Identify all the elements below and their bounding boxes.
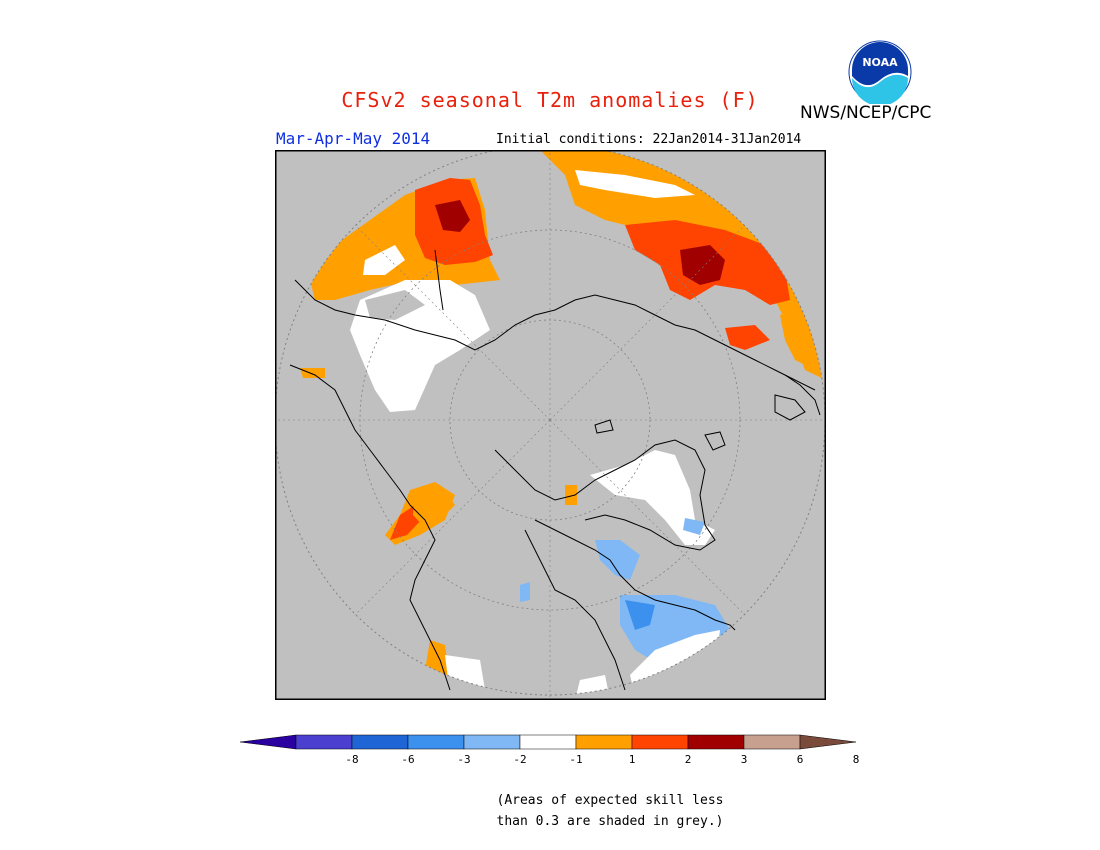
noaa-logo-icon: NOAA	[848, 40, 912, 104]
anomaly-region	[413, 485, 455, 528]
colorbar-arrow-left	[240, 734, 297, 750]
colorbar-segment	[463, 734, 521, 750]
anomaly-region	[300, 368, 325, 378]
anomaly-region	[683, 518, 705, 535]
colorbar-tick-label: 3	[741, 753, 748, 766]
organization-label: NWS/NCEP/CPC	[800, 103, 932, 123]
colorbar-segment	[351, 734, 409, 750]
logo-text: NOAA	[862, 56, 898, 69]
meridian-line	[549, 224, 746, 421]
colorbar-tick-label: -6	[401, 753, 414, 766]
season-label: Mar-Apr-May 2014	[276, 129, 431, 148]
colorbar: -8 -6 -3 -2 -1 1 2 3 6 8	[240, 734, 860, 766]
colorbar-tick-label: 2	[685, 753, 692, 766]
chart-title: CFSv2 seasonal T2m anomalies (F)	[341, 88, 759, 112]
polar-map	[275, 150, 826, 700]
colorbar-tick-label: 1	[629, 753, 636, 766]
skill-note-line-2: than 0.3 are shaded in grey.)	[496, 814, 724, 829]
meridian-line	[354, 419, 551, 616]
anomaly-region	[565, 485, 577, 505]
anomaly-region	[575, 170, 695, 198]
colorbar-segment	[407, 734, 465, 750]
anomaly-region	[520, 582, 530, 602]
skill-note: (Areas of expected skill less than 0.3 a…	[470, 790, 750, 832]
colorbar-segment	[631, 734, 689, 750]
anomaly-region	[435, 200, 470, 232]
colorbar-tick-label: 8	[853, 753, 860, 766]
anomaly-region	[365, 290, 425, 320]
anomaly-region	[363, 245, 405, 275]
colorbar-segment	[687, 734, 745, 750]
skill-note-line-1: (Areas of expected skill less	[496, 793, 724, 808]
colorbar-segment	[575, 734, 633, 750]
anomaly-region	[680, 245, 725, 285]
meridian-line	[354, 224, 551, 421]
meridian-line	[549, 419, 746, 616]
initial-conditions-label: Initial conditions: 22Jan2014-31Jan2014	[496, 132, 802, 147]
anomaly-region	[725, 325, 770, 350]
anomaly-region	[595, 540, 640, 580]
colorbar-segment	[743, 734, 801, 750]
colorbar-tick-label: -3	[457, 753, 470, 766]
colorbar-segment	[295, 734, 353, 750]
colorbar-tick-label: -2	[513, 753, 526, 766]
colorbar-tick-label: 6	[797, 753, 804, 766]
colorbar-arrow-right	[799, 734, 857, 750]
coastlines	[289, 249, 821, 691]
colorbar-segment	[519, 734, 577, 750]
map-frame	[275, 150, 826, 700]
colorbar-tick-label: -8	[345, 753, 358, 766]
anomaly-region	[590, 450, 715, 545]
anomaly-region	[625, 600, 655, 630]
colorbar-tick-label: -1	[569, 753, 582, 766]
